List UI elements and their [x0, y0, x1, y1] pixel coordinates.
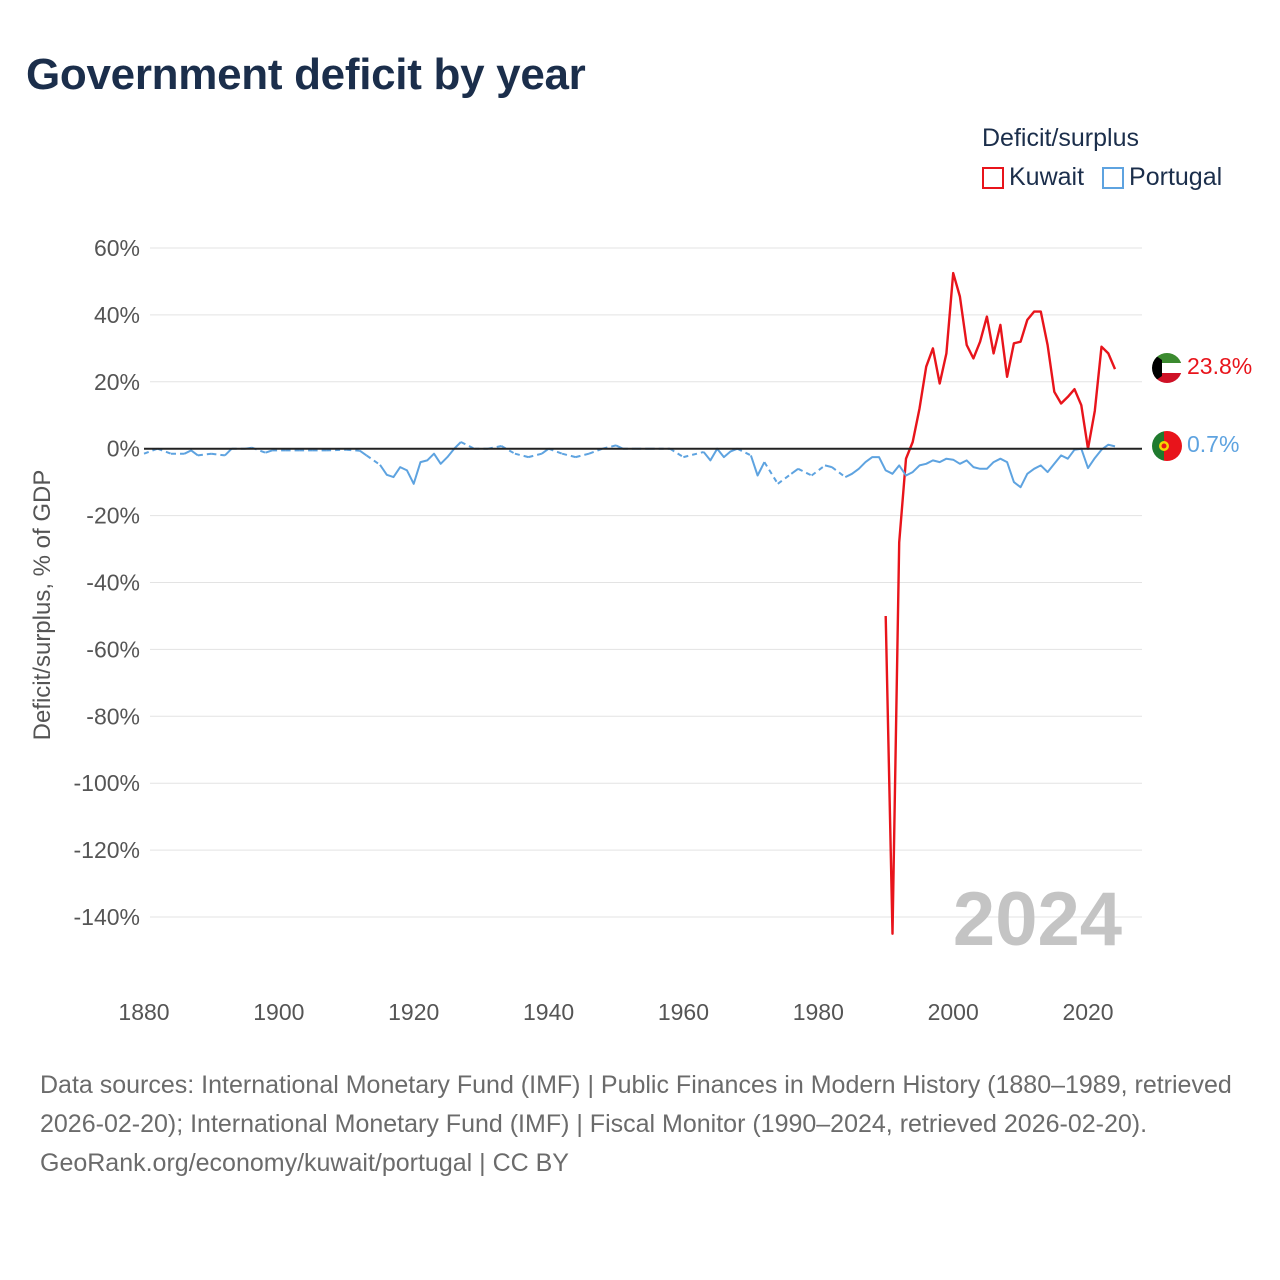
series-line-portugal[interactable]	[702, 447, 738, 462]
series-line-portugal[interactable]	[669, 447, 684, 458]
y-tick-label: 20%	[94, 369, 140, 395]
y-tick-label: 0%	[107, 436, 140, 462]
series-line-portugal[interactable]	[197, 452, 212, 457]
series-line-portugal[interactable]	[831, 466, 846, 478]
legend: Deficit/surplus Kuwait Portugal	[982, 124, 1222, 192]
y-tick-label: -140%	[74, 904, 140, 930]
x-tick-label: 1940	[523, 999, 574, 1025]
series-line-portugal[interactable]	[790, 467, 799, 475]
series-line-portugal[interactable]	[514, 452, 529, 459]
series-line-kuwait[interactable]	[884, 271, 1117, 935]
legend-swatch-kuwait	[982, 166, 1004, 189]
credit-link[interactable]: GeoRank.org/economy/kuwait/portugal | CC…	[40, 1149, 569, 1177]
series-line-portugal[interactable]	[844, 443, 1116, 489]
line-chart: 60% 40% 20% 0% -20% -40% -60% -80% -100% -120% -14…	[29, 235, 1252, 1025]
series-line-portugal[interactable]	[265, 449, 273, 454]
series-line-portugal[interactable]	[365, 454, 381, 466]
series-line-portugal[interactable]	[460, 441, 475, 450]
series-line-portugal[interactable]	[810, 464, 826, 477]
y-tick-label: -100%	[74, 770, 140, 796]
series-line-portugal[interactable]	[184, 449, 199, 457]
x-tick-label: 1880	[118, 999, 169, 1025]
series-line-portugal[interactable]	[797, 467, 813, 477]
legend-title: Deficit/surplus	[982, 124, 1139, 152]
data-sources: Data sources: International Monetary Fun…	[40, 1071, 1232, 1138]
legend-item-kuwait[interactable]: Kuwait	[982, 163, 1084, 192]
series-line-portugal[interactable]	[326, 448, 347, 452]
series-line-portugal[interactable]	[683, 451, 704, 459]
series-line-portugal[interactable]	[824, 464, 833, 469]
legend-label-kuwait: Kuwait	[1009, 163, 1085, 191]
series-line-portugal[interactable]	[528, 452, 543, 459]
x-tick-label: 2000	[928, 999, 979, 1025]
y-tick-label: 40%	[94, 302, 140, 328]
legend-label-portugal: Portugal	[1129, 163, 1223, 191]
legend-swatch-portugal	[1102, 166, 1125, 189]
series-line-portugal[interactable]	[359, 449, 368, 457]
series-line-portugal[interactable]	[763, 461, 779, 485]
series-line-portugal[interactable]	[575, 452, 590, 459]
series-line-portugal[interactable]	[346, 448, 360, 452]
y-tick-label: -80%	[86, 703, 140, 729]
legend-item-portugal[interactable]: Portugal	[1102, 163, 1222, 192]
series-line-portugal[interactable]	[224, 447, 233, 457]
y-tick-label: -120%	[74, 837, 140, 863]
series-line-portugal[interactable]	[561, 452, 576, 459]
series-line-portugal[interactable]	[211, 452, 226, 457]
footer: Data sources: International Monetary Fun…	[40, 1066, 1240, 1183]
y-tick-label: -20%	[86, 503, 140, 529]
end-label-kuwait: 23.8%	[1187, 353, 1252, 379]
kuwait-flag-icon	[1152, 353, 1182, 383]
series-line-portugal[interactable]	[749, 455, 766, 477]
series-line-portugal[interactable]	[500, 445, 516, 455]
y-tick-label: 60%	[94, 235, 140, 261]
series-line-portugal[interactable]	[736, 447, 752, 457]
chart-title: Government deficit by year	[26, 50, 586, 99]
x-tick-label: 1960	[658, 999, 709, 1025]
series-line-portugal[interactable]	[777, 472, 792, 485]
series-line-portugal[interactable]	[379, 441, 462, 485]
year-watermark: 2024	[953, 877, 1122, 962]
y-tick-label: -40%	[86, 570, 140, 596]
end-label-portugal: 0.7%	[1187, 431, 1239, 457]
portugal-flag-icon	[1152, 431, 1182, 461]
x-tick-label: 1900	[253, 999, 304, 1025]
x-tick-label: 1920	[388, 999, 439, 1025]
x-tick-label: 1980	[793, 999, 844, 1025]
x-tick-label: 2020	[1062, 999, 1113, 1025]
y-tick-label: -60%	[86, 636, 140, 662]
y-axis-label: Deficit/surplus, % of GDP	[29, 470, 56, 741]
